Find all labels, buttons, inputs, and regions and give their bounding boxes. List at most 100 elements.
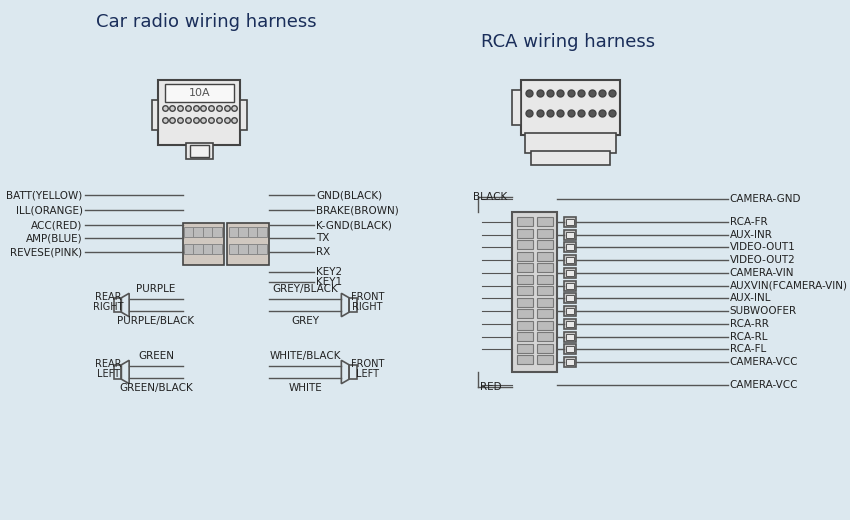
Text: VIDEO-OUT1: VIDEO-OUT1 xyxy=(729,242,796,252)
Bar xyxy=(349,298,357,312)
Text: CAMERA-VCC: CAMERA-VCC xyxy=(729,357,798,367)
Bar xyxy=(518,275,533,283)
Text: RCA-FR: RCA-FR xyxy=(729,217,768,227)
Text: REVESE(PINK): REVESE(PINK) xyxy=(10,247,82,257)
Text: LEFT: LEFT xyxy=(356,369,379,379)
Bar xyxy=(518,320,533,330)
Bar xyxy=(518,309,533,318)
Text: CAMERA-VCC: CAMERA-VCC xyxy=(729,380,798,390)
Text: WHITE: WHITE xyxy=(288,383,322,393)
Text: ACC(RED): ACC(RED) xyxy=(31,220,82,230)
Text: KEY1: KEY1 xyxy=(316,277,343,287)
Bar xyxy=(565,219,575,225)
Bar xyxy=(565,346,575,352)
Text: PURPLE/BLACK: PURPLE/BLACK xyxy=(117,316,195,326)
Bar xyxy=(565,295,575,302)
Text: 10A: 10A xyxy=(189,88,210,98)
Bar xyxy=(537,217,553,226)
Text: REAR: REAR xyxy=(95,359,122,369)
Bar xyxy=(537,240,553,249)
Bar xyxy=(518,344,533,353)
FancyBboxPatch shape xyxy=(158,80,241,145)
Bar xyxy=(564,293,576,303)
Text: RIGHT: RIGHT xyxy=(94,302,124,312)
FancyBboxPatch shape xyxy=(186,143,212,159)
Bar xyxy=(518,228,533,238)
Bar xyxy=(518,355,533,364)
Text: GREY/BLACK: GREY/BLACK xyxy=(272,284,338,294)
Text: BATT(YELLOW): BATT(YELLOW) xyxy=(6,190,82,200)
FancyBboxPatch shape xyxy=(183,223,224,265)
Text: RCA wiring harness: RCA wiring harness xyxy=(481,33,655,51)
Bar xyxy=(564,217,576,227)
Bar xyxy=(564,332,576,342)
FancyBboxPatch shape xyxy=(525,133,615,153)
Text: CAMERA-GND: CAMERA-GND xyxy=(729,194,801,204)
Bar xyxy=(349,365,357,379)
Bar xyxy=(564,268,576,278)
Text: AUX-INR: AUX-INR xyxy=(729,230,773,240)
Text: SUBWOOFER: SUBWOOFER xyxy=(729,306,796,316)
Bar xyxy=(537,297,553,306)
Bar xyxy=(537,332,553,341)
Text: BRAKE(BROWN): BRAKE(BROWN) xyxy=(316,205,400,215)
Text: REAR: REAR xyxy=(95,292,122,302)
Text: GREEN: GREEN xyxy=(138,351,174,361)
Text: GND(BLACK): GND(BLACK) xyxy=(316,190,382,200)
Text: FRONT: FRONT xyxy=(350,292,384,302)
Text: AUXVIN(FCAMERA-VIN): AUXVIN(FCAMERA-VIN) xyxy=(729,281,847,291)
Text: GREY: GREY xyxy=(291,316,319,326)
Bar xyxy=(518,332,533,341)
Text: WHITE/BLACK: WHITE/BLACK xyxy=(269,351,341,361)
Bar xyxy=(518,286,533,295)
Bar xyxy=(537,355,553,364)
Text: AMP(BLUE): AMP(BLUE) xyxy=(26,233,82,243)
FancyBboxPatch shape xyxy=(241,100,247,130)
Text: VIDEO-OUT2: VIDEO-OUT2 xyxy=(729,255,796,265)
Bar xyxy=(537,263,553,272)
FancyBboxPatch shape xyxy=(151,100,158,130)
Bar xyxy=(537,344,553,353)
Text: AUX-INL: AUX-INL xyxy=(729,293,771,303)
Bar xyxy=(537,320,553,330)
Bar xyxy=(565,270,575,276)
Bar xyxy=(565,244,575,251)
Text: LEFT: LEFT xyxy=(97,369,120,379)
Text: RCA-RR: RCA-RR xyxy=(729,319,768,329)
Bar xyxy=(518,263,533,272)
Text: GREEN/BLACK: GREEN/BLACK xyxy=(119,383,193,393)
Text: RED: RED xyxy=(479,382,502,392)
FancyBboxPatch shape xyxy=(190,145,209,157)
Text: K-GND(BLACK): K-GND(BLACK) xyxy=(316,220,392,230)
FancyBboxPatch shape xyxy=(228,223,269,265)
Text: RCA-FL: RCA-FL xyxy=(729,344,766,354)
Bar xyxy=(114,365,122,379)
FancyBboxPatch shape xyxy=(521,80,620,135)
Bar xyxy=(564,242,576,252)
Bar xyxy=(564,230,576,240)
Bar xyxy=(565,359,575,365)
Text: CAMERA-VIN: CAMERA-VIN xyxy=(729,268,794,278)
Bar xyxy=(564,255,576,265)
Bar xyxy=(518,252,533,261)
Text: RCA-RL: RCA-RL xyxy=(729,332,767,342)
Text: FRONT: FRONT xyxy=(350,359,384,369)
Text: BLACK: BLACK xyxy=(473,192,507,202)
FancyBboxPatch shape xyxy=(513,212,557,372)
Text: KEY2: KEY2 xyxy=(316,267,343,277)
Bar xyxy=(565,321,575,327)
Bar xyxy=(564,357,576,367)
Text: PURPLE: PURPLE xyxy=(136,284,176,294)
Bar xyxy=(537,309,553,318)
Bar xyxy=(564,344,576,354)
Bar xyxy=(518,297,533,306)
Bar xyxy=(537,228,553,238)
Text: TX: TX xyxy=(316,233,330,243)
Bar xyxy=(564,319,576,329)
Bar xyxy=(565,283,575,289)
Bar xyxy=(564,281,576,291)
Text: Car radio wiring harness: Car radio wiring harness xyxy=(95,13,316,31)
Bar xyxy=(537,286,553,295)
Bar xyxy=(565,333,575,340)
Text: RX: RX xyxy=(316,247,331,257)
